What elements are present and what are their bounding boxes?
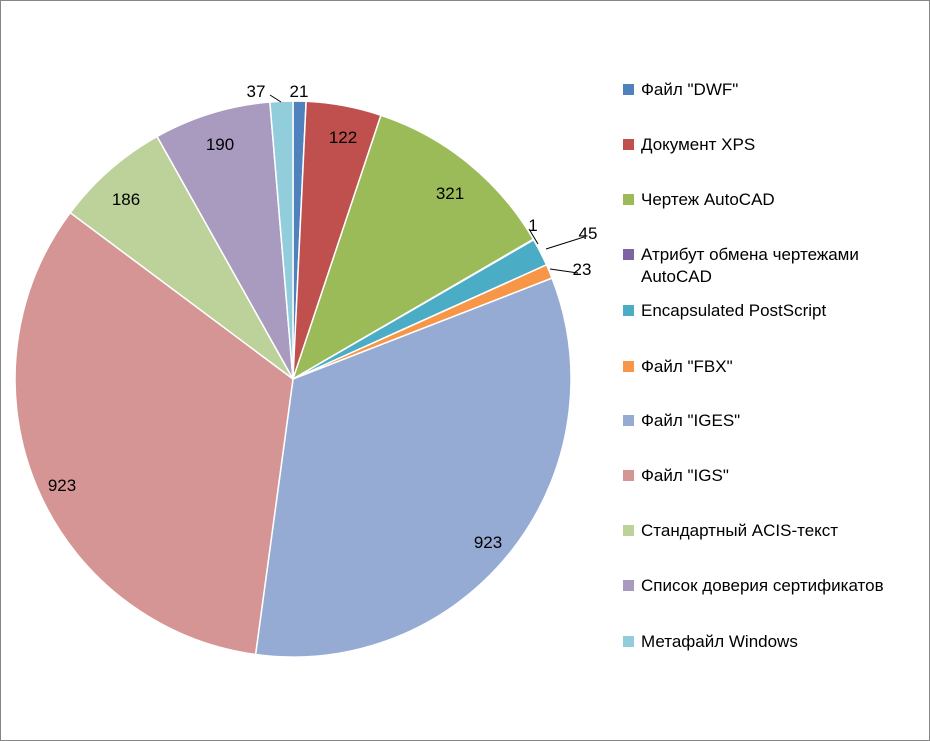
legend-label: Метафайл Windows xyxy=(641,632,798,651)
data-label: 186 xyxy=(112,190,140,209)
legend-label: Encapsulated PostScript xyxy=(641,301,827,320)
legend-swatch xyxy=(623,470,634,481)
pie-slice xyxy=(291,114,535,381)
pie-slice xyxy=(69,135,294,380)
data-label: 923 xyxy=(48,476,76,495)
legend-label: Список доверия сертификатов xyxy=(641,576,884,595)
legend-label: Стандартный ACIS-текст xyxy=(641,521,839,540)
legend-swatch xyxy=(623,305,634,316)
legend-label: Файл "DWF" xyxy=(641,80,739,99)
legend-swatch xyxy=(623,525,634,536)
legend-label: Чертеж AutoCAD xyxy=(641,190,775,209)
leader-line xyxy=(545,236,585,250)
legend-swatch xyxy=(623,415,634,426)
data-label: 190 xyxy=(206,135,234,154)
legend-swatch xyxy=(623,580,634,591)
leader-line xyxy=(528,228,539,245)
legend-label: Документ XPS xyxy=(641,135,756,154)
pie-slice xyxy=(14,211,294,656)
pie-slice xyxy=(254,277,572,658)
legend-swatch xyxy=(623,84,634,95)
legend-swatch xyxy=(623,194,634,205)
legend-swatch xyxy=(623,636,634,647)
pie-slice xyxy=(156,101,294,380)
data-label: 321 xyxy=(436,184,464,203)
legend-label: Файл "FBX" xyxy=(641,357,733,376)
data-label: 21 xyxy=(290,82,309,101)
leader-line xyxy=(549,268,579,274)
legend-label: Файл "IGS" xyxy=(641,466,729,485)
legend-swatch xyxy=(623,361,634,372)
legend-label: Атрибут обмена чертежами AutoCAD xyxy=(641,245,859,286)
data-label: 37 xyxy=(247,82,266,101)
leader-line xyxy=(269,94,282,103)
data-label: 23 xyxy=(573,260,592,279)
data-label: 1 xyxy=(528,216,537,235)
legend-label: Файл "IGES" xyxy=(641,411,741,430)
data-label: 45 xyxy=(579,224,598,243)
pie-slice xyxy=(269,100,294,380)
data-label: 122 xyxy=(329,128,357,147)
data-label: 923 xyxy=(474,533,502,552)
legend-swatch xyxy=(623,249,634,260)
legend-swatch xyxy=(623,139,634,150)
